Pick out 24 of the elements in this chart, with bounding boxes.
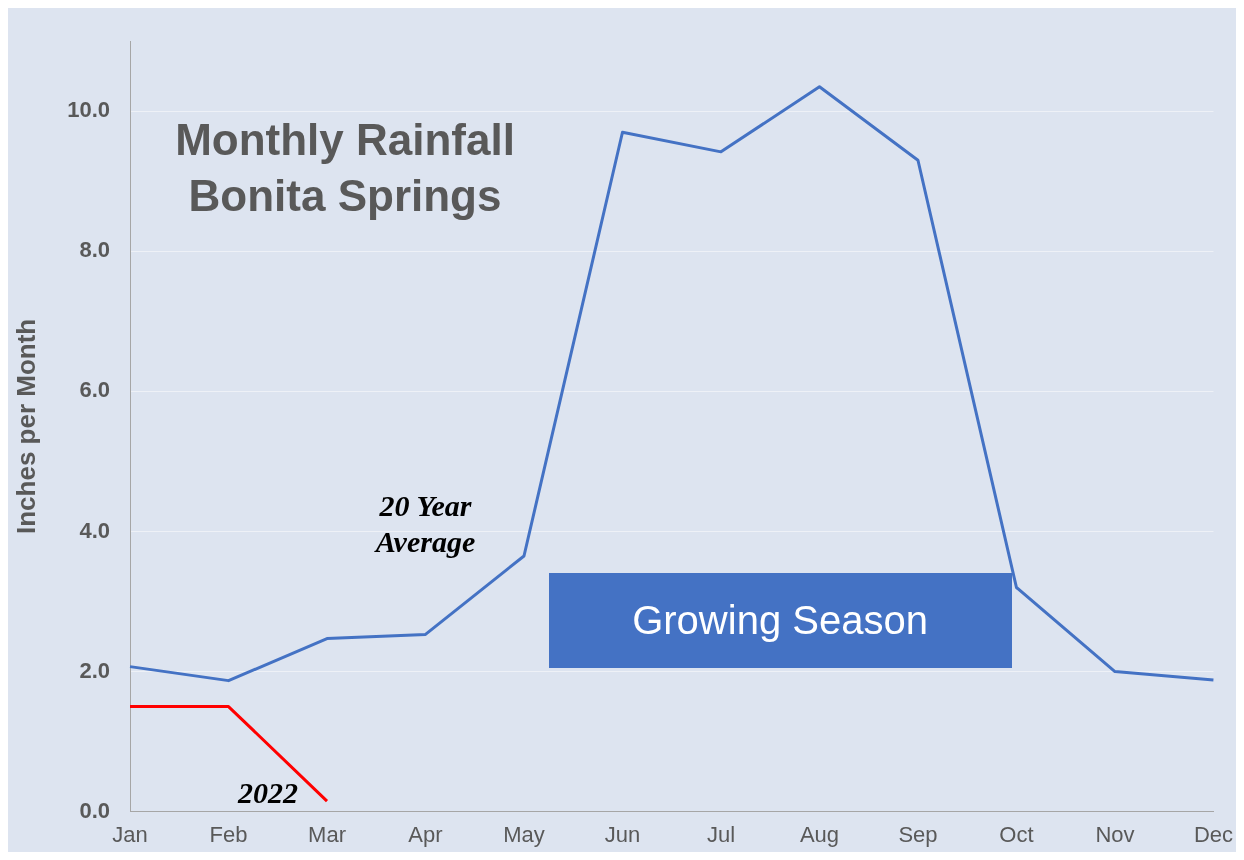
y-tick-label: 6.0 <box>79 377 111 403</box>
y-axis-title: Inches per Month <box>10 318 41 535</box>
y-tick-label: 10.0 <box>67 97 111 123</box>
annotation: Growing Season <box>632 598 928 644</box>
x-tick-label: Oct <box>999 821 1034 847</box>
x-tick-label: Jul <box>706 821 736 847</box>
x-tick-label: Jan <box>112 821 148 847</box>
x-tick-label: Mar <box>308 821 346 847</box>
y-tick-label: 4.0 <box>79 517 111 543</box>
y-tick-label: 2.0 <box>79 657 111 683</box>
x-tick-label: Aug <box>799 821 840 847</box>
x-tick-label: Dec <box>1193 821 1233 847</box>
y-tick-label: 8.0 <box>79 237 111 263</box>
text: Monthly Rainfall Bonita Springs <box>175 115 515 221</box>
x-tick-label: Nov <box>1095 821 1135 847</box>
x-tick-label: Jun <box>604 821 641 847</box>
series-label: 20 Year Average <box>373 488 476 558</box>
y-tick-label: 0.0 <box>79 797 111 823</box>
x-tick-label: Feb <box>209 821 248 847</box>
x-tick-label: May <box>503 821 545 847</box>
label-box: Growing Season <box>548 573 1012 668</box>
x-tick-label: Sep <box>898 821 938 847</box>
series-label: 2022 <box>236 775 298 809</box>
x-tick-label: Apr <box>408 821 443 847</box>
